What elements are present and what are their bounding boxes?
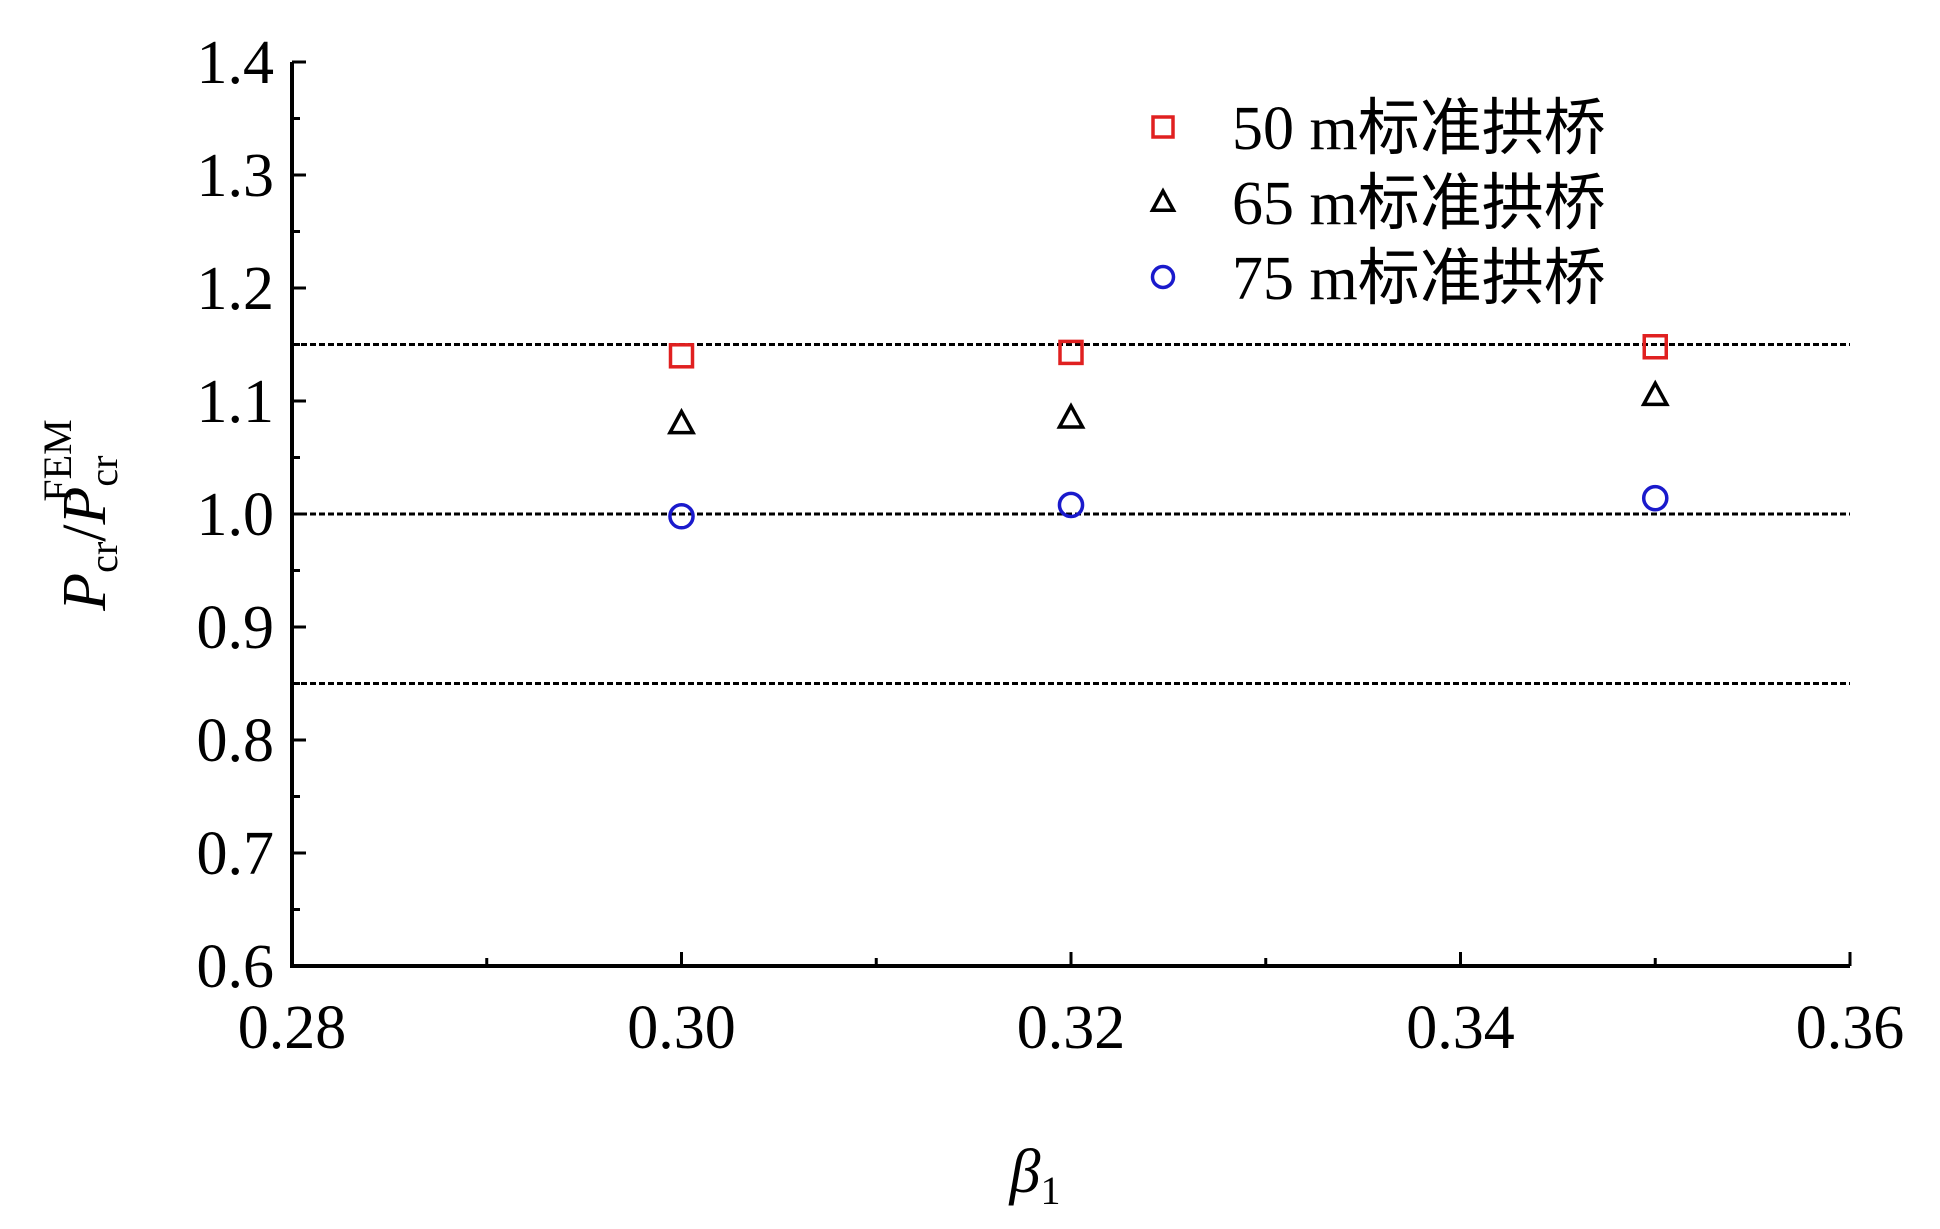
y-axis-denominator: P xyxy=(51,487,119,526)
square-marker xyxy=(1642,334,1668,360)
y-tick-label: 1.0 xyxy=(197,481,275,549)
y-axis-denominator-sub: cr xyxy=(81,456,126,487)
y-tick-label: 0.9 xyxy=(197,594,275,662)
x-tick-label: 0.32 xyxy=(1017,994,1126,1062)
y-tick-label: 1.4 xyxy=(197,29,275,97)
data-points xyxy=(667,334,1670,530)
x-axis-title: β1 xyxy=(1009,1138,1061,1213)
legend-label: 65 m标准拱桥 xyxy=(1232,170,1606,238)
circle-marker xyxy=(668,502,695,530)
circle-marker xyxy=(1641,484,1669,512)
square-marker xyxy=(668,343,695,369)
y-axis-denominator-sup: FEM xyxy=(35,419,80,501)
legend: 50 m标准拱桥 65 m标准拱桥 75 m标准拱桥 xyxy=(1149,95,1606,313)
ticks xyxy=(290,60,1852,968)
reference-lines xyxy=(292,343,1850,685)
x-tick-label: 0.34 xyxy=(1406,994,1515,1062)
tick-labels: 0.6 0.7 0.8 0.9 1.0 1.1 1.2 1.3 1.4 0.28 0.30 0.32 0… xyxy=(197,29,1905,1062)
x-axis-symbol: β xyxy=(1009,1138,1041,1206)
y-tick-label: 1.2 xyxy=(197,255,275,323)
y-tick-label: 0.7 xyxy=(197,820,275,888)
y-axis-title: Pcr/PcrFEM xyxy=(35,419,126,611)
x-tick-label: 0.30 xyxy=(627,994,736,1062)
triangle-marker xyxy=(1640,379,1670,407)
legend-label: 50 m标准拱桥 xyxy=(1232,95,1606,163)
legend-square-icon xyxy=(1151,115,1175,139)
y-tick-label: 0.8 xyxy=(197,707,275,775)
y-axis-numerator: P xyxy=(51,573,119,612)
y-tick-label: 1.3 xyxy=(197,142,275,210)
y-axis-numerator-sub: cr xyxy=(81,542,126,573)
x-axis-subscript: 1 xyxy=(1040,1168,1060,1213)
x-tick-label: 0.28 xyxy=(238,994,347,1062)
square-marker xyxy=(1058,339,1084,366)
legend-circle-icon xyxy=(1150,264,1176,290)
circle-marker xyxy=(1057,491,1085,519)
triangle-marker xyxy=(1056,402,1086,429)
legend-triangle-icon xyxy=(1149,187,1177,212)
x-tick-label: 0.36 xyxy=(1796,994,1905,1062)
y-tick-label: 0.6 xyxy=(197,933,275,1001)
y-tick-label: 1.1 xyxy=(197,368,275,436)
legend-label: 75 m标准拱桥 xyxy=(1232,245,1606,313)
triangle-marker xyxy=(667,407,696,435)
y-axis-slash: / xyxy=(51,524,119,542)
